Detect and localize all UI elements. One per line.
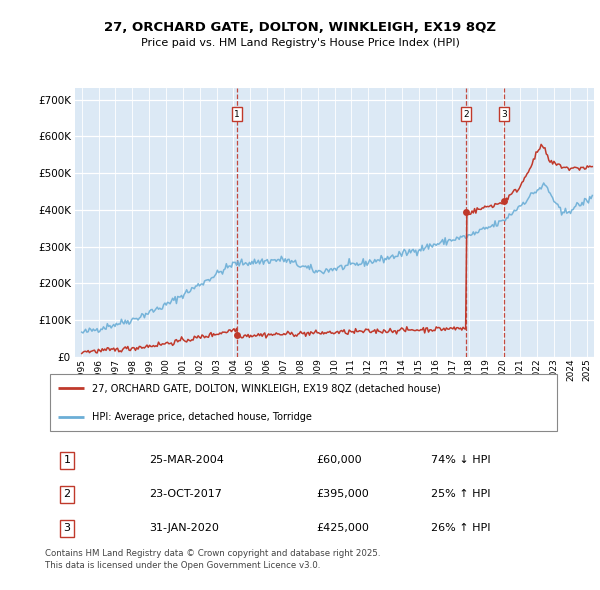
Text: HPI: Average price, detached house, Torridge: HPI: Average price, detached house, Torr… bbox=[92, 412, 312, 422]
Text: 26% ↑ HPI: 26% ↑ HPI bbox=[431, 523, 491, 533]
Text: 27, ORCHARD GATE, DOLTON, WINKLEIGH, EX19 8QZ (detached house): 27, ORCHARD GATE, DOLTON, WINKLEIGH, EX1… bbox=[92, 384, 441, 394]
Text: £395,000: £395,000 bbox=[316, 489, 369, 499]
Text: 23-OCT-2017: 23-OCT-2017 bbox=[149, 489, 222, 499]
Text: 1: 1 bbox=[64, 455, 70, 465]
Text: 31-JAN-2020: 31-JAN-2020 bbox=[149, 523, 219, 533]
Text: £60,000: £60,000 bbox=[316, 455, 362, 465]
Text: 3: 3 bbox=[64, 523, 70, 533]
FancyBboxPatch shape bbox=[50, 373, 557, 431]
Text: Contains HM Land Registry data © Crown copyright and database right 2025.
This d: Contains HM Land Registry data © Crown c… bbox=[45, 549, 380, 569]
Text: 25-MAR-2004: 25-MAR-2004 bbox=[149, 455, 224, 465]
Text: £425,000: £425,000 bbox=[316, 523, 370, 533]
Text: 2: 2 bbox=[64, 489, 70, 499]
Text: 1: 1 bbox=[235, 110, 240, 119]
Text: 3: 3 bbox=[502, 110, 507, 119]
Text: 74% ↓ HPI: 74% ↓ HPI bbox=[431, 455, 491, 465]
Text: 25% ↑ HPI: 25% ↑ HPI bbox=[431, 489, 491, 499]
Text: 27, ORCHARD GATE, DOLTON, WINKLEIGH, EX19 8QZ: 27, ORCHARD GATE, DOLTON, WINKLEIGH, EX1… bbox=[104, 21, 496, 34]
Text: 2: 2 bbox=[463, 110, 469, 119]
Text: Price paid vs. HM Land Registry's House Price Index (HPI): Price paid vs. HM Land Registry's House … bbox=[140, 38, 460, 48]
